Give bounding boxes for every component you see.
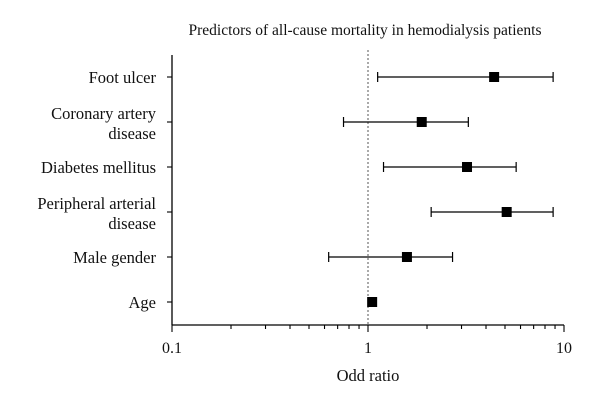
estimate-marker [416,117,427,127]
category-label: Coronary artery [51,104,157,123]
category-label: Male gender [73,248,156,267]
estimate-marker [462,162,473,172]
category-label: Foot ulcer [89,68,157,87]
chart-title: Predictors of all-cause mortality in hem… [189,22,542,39]
estimate-marker [501,207,512,217]
category-label: disease [108,214,156,233]
estimate-marker [489,72,500,82]
category-label: Age [129,293,157,312]
estimate-marker [367,297,378,307]
x-tick-label: 10 [556,340,572,357]
x-tick-label: 0.1 [162,340,182,357]
x-tick-label: 1 [364,340,372,357]
estimate-marker [401,252,412,262]
category-label: disease [108,124,156,143]
category-label: Diabetes mellitus [41,158,156,177]
x-axis-title: Odd ratio [337,366,400,385]
category-label: Peripheral arterial [37,194,156,213]
